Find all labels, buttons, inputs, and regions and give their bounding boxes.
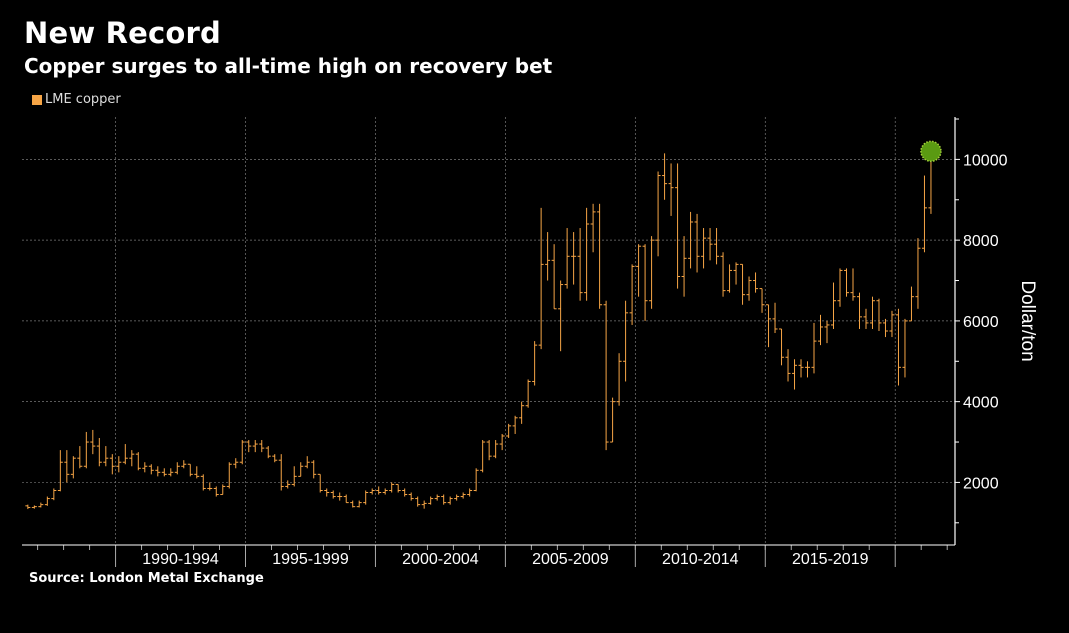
x-category-label: 2015-2019 xyxy=(792,551,869,568)
legend-label: LME copper xyxy=(45,92,121,107)
chart-subtitle: Copper surges to all-time high on recove… xyxy=(24,54,553,78)
x-category-label: 2005-2009 xyxy=(532,551,609,568)
x-category-label: 1990-1994 xyxy=(142,551,219,568)
y-tick-label: 8000 xyxy=(963,233,999,250)
legend: LME copper xyxy=(32,92,121,107)
y-tick-label: 2000 xyxy=(963,475,999,492)
y-tick-label: 4000 xyxy=(963,395,999,412)
x-category-label: 2010-2014 xyxy=(662,551,739,568)
y-tick-label: 10000 xyxy=(963,152,1008,169)
record-high-marker xyxy=(920,140,942,163)
source-note: Source: London Metal Exchange xyxy=(29,571,264,586)
y-axis-label: Dollar/ton xyxy=(1017,280,1038,361)
legend-swatch xyxy=(32,94,42,105)
chart-title: New Record xyxy=(24,16,221,50)
y-tick-label: 6000 xyxy=(963,314,999,331)
x-category-label: 2000-2004 xyxy=(402,551,479,568)
x-category-label: 1995-1999 xyxy=(272,551,349,568)
